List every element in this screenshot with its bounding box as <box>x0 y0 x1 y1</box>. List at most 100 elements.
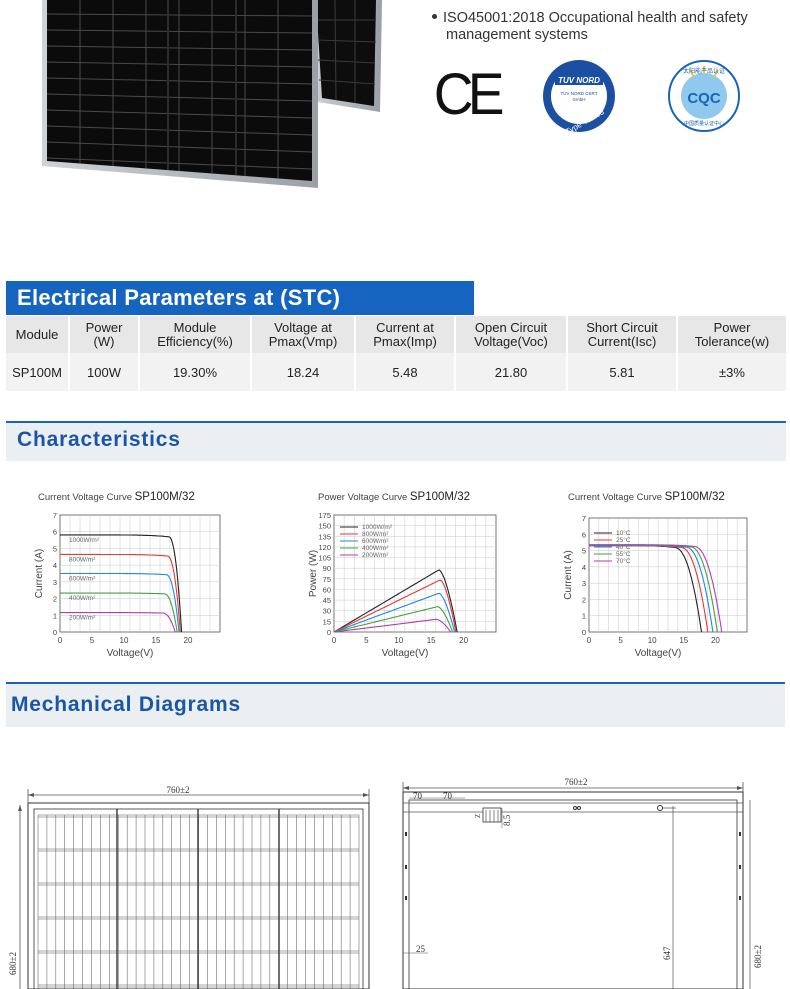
x-tick-label: 5 <box>618 636 623 645</box>
x-tick-label: 10 <box>394 636 403 645</box>
solar-panel-photo <box>42 0 382 188</box>
y-tick-label: 175 <box>318 511 331 520</box>
series-line <box>333 579 457 633</box>
series-label: 1000W/m² <box>69 537 100 544</box>
x-tick-label: 15 <box>152 636 161 645</box>
legend-entry: 1000W/m² <box>362 524 393 531</box>
y-tick-label: 6 <box>582 530 586 539</box>
hole-spacing-1: 70 <box>413 791 423 801</box>
y-tick-label: 30 <box>323 607 331 616</box>
pv-curve-irradiance-chart: Power Voltage Curve SP100M/32 0 5 10 15 20 0 15… <box>308 491 497 659</box>
ce-mark-logo: CE <box>433 62 505 127</box>
y-tick-label: 15 <box>323 617 331 626</box>
junction-box <box>482 807 502 823</box>
series-line <box>333 606 454 633</box>
tuv-nord-logo: TUV NORD TUV NORD CERT GmbH Type Tested <box>543 60 615 134</box>
x-tick-label: 0 <box>587 636 592 645</box>
y-tick-label: 135 <box>318 532 331 541</box>
mechanical-diagrams-title: Mechanical Diagrams <box>11 693 241 716</box>
y-axis-label: Current (A) <box>563 550 574 599</box>
y-tick-label: 7 <box>582 514 586 523</box>
y-tick-label: 0 <box>53 628 57 637</box>
legend-entry: 25°C <box>616 536 631 544</box>
legend-entry: 800W/m² <box>362 531 389 538</box>
back-view-diagram: 760±2 70 70 Z 8.5 25 647 680±2 <box>402 777 763 989</box>
x-tick-label: 10 <box>120 636 129 645</box>
series-line <box>60 612 176 633</box>
svg-text:GmbH: GmbH <box>572 97 585 102</box>
cqc-logo: 太阳能产品认证 CQC 中国质量认证中心 <box>668 60 740 132</box>
series-label: 200W/m² <box>69 615 96 622</box>
iv-curve-temperature-chart: Current Voltage Curve SP100M/320 5 10 15 200… <box>563 491 748 659</box>
table-row: SP100M 100W 19.30% 18.24 5.48 21.80 5.81… <box>6 353 786 391</box>
x-tick-label: 0 <box>58 636 63 645</box>
voc-cell: 21.80 <box>455 353 568 391</box>
y-tick-label: 2 <box>53 595 57 604</box>
svg-text:TUV NORD CERT: TUV NORD CERT <box>561 91 598 96</box>
x-axis-label: Voltage(V) <box>382 648 429 659</box>
y-tick-label: 1 <box>582 612 586 621</box>
series-line <box>60 592 178 633</box>
svg-text:太阳能产品认证: 太阳能产品认证 <box>683 67 725 75</box>
tolerance-cell: ±3% <box>677 353 786 391</box>
vmp-cell: 18.24 <box>251 353 356 391</box>
svg-text:中国质量认证中心: 中国质量认证中心 <box>684 120 724 127</box>
front-height-label: 680±2 <box>8 952 18 975</box>
y-tick-label: 60 <box>323 585 331 594</box>
legend-entry: 400W/m² <box>362 545 389 552</box>
y-tick-label: 105 <box>318 554 331 563</box>
panel-cell-grid <box>46 0 313 178</box>
series-line <box>333 569 458 633</box>
y-tick-label: 0 <box>582 628 586 637</box>
y-tick-label: 4 <box>582 563 586 572</box>
back-height-label: 680±2 <box>753 945 763 968</box>
y-tick-label: 6 <box>53 528 57 537</box>
legend-entry: 40°C <box>616 543 631 551</box>
y-tick-label: 2 <box>582 595 586 604</box>
characteristic-charts: Current Voltage Curve SP100M/32 0 5 10 15 20 0… <box>0 480 790 670</box>
iv-curve-irradiance-chart: Current Voltage Curve SP100M/320 5 10 15 200… <box>34 491 221 659</box>
legend-entry: 200W/m² <box>362 552 389 559</box>
hole-spacing-2: 70 <box>443 791 453 801</box>
x-axis-label: Voltage(V) <box>107 648 154 659</box>
mount-distance-label: 647 <box>662 946 672 960</box>
electrical-parameters-table: Module Power (W) Module Efficiency(%) Volt… <box>6 316 786 391</box>
series-label: 600W/m² <box>69 576 96 583</box>
side-offset-label: 25 <box>416 944 426 954</box>
y-tick-label: 7 <box>53 511 57 520</box>
y-tick-label: 3 <box>53 578 57 587</box>
svg-text:Z: Z <box>474 814 482 818</box>
x-tick-label: 20 <box>459 636 468 645</box>
y-tick-label: 0 <box>327 628 331 637</box>
front-width-label: 760±2 <box>167 785 190 795</box>
y-tick-label: 150 <box>318 522 331 531</box>
series-line <box>589 544 723 633</box>
legend-entry: 600W/m² <box>362 538 389 545</box>
legend-entry: 70°C <box>616 557 631 565</box>
y-tick-label: 5 <box>582 547 586 556</box>
x-tick-label: 20 <box>711 636 720 645</box>
junction-box-dim: 8.5 <box>502 814 512 826</box>
efficiency-cell: 19.30% <box>139 353 252 391</box>
power-cell: 100W <box>69 353 140 391</box>
back-width-label: 760±2 <box>565 777 588 787</box>
svg-text:CQC: CQC <box>687 90 721 107</box>
y-tick-label: 45 <box>323 596 331 605</box>
y-axis-label: Power (W) <box>308 550 319 597</box>
x-axis-label: Voltage(V) <box>635 648 682 659</box>
series-label: 800W/m² <box>69 556 96 563</box>
x-tick-label: 5 <box>364 636 369 645</box>
x-tick-label: 20 <box>184 636 193 645</box>
series-line <box>333 592 456 633</box>
front-view-diagram: 760±2 680±2 <box>8 785 370 989</box>
y-tick-label: 1 <box>53 611 57 620</box>
imp-cell: 5.48 <box>355 353 456 391</box>
y-tick-label: 3 <box>582 579 586 588</box>
x-tick-label: 5 <box>90 636 95 645</box>
mechanical-diagrams-band: Mechanical Diagrams <box>6 682 785 727</box>
x-tick-label: 10 <box>648 636 657 645</box>
y-tick-label: 120 <box>318 543 331 552</box>
legend-entry: 55°C <box>616 550 631 558</box>
series-label: 400W/m² <box>69 595 96 602</box>
x-tick-label: 0 <box>332 636 337 645</box>
